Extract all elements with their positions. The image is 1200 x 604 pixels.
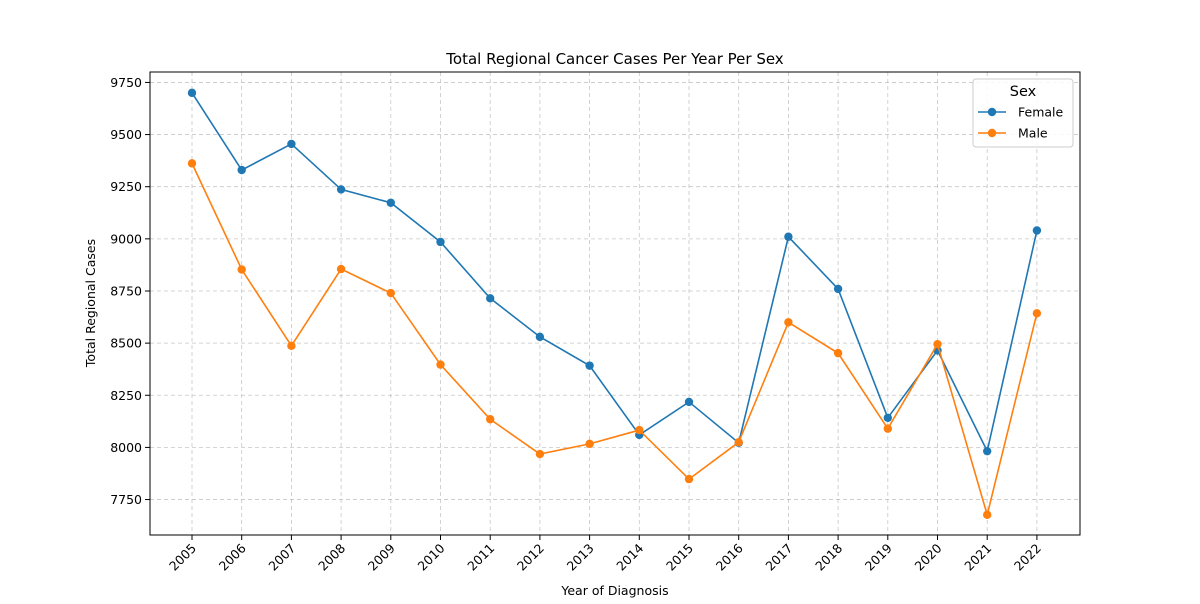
series-line-male <box>191 163 1038 518</box>
legend-marker-male <box>987 128 997 138</box>
data-point-male <box>585 439 594 449</box>
x-tick-label: 2010 <box>415 540 448 573</box>
plot-area-frame <box>149 71 1081 536</box>
grid-layer <box>150 72 1080 535</box>
data-point-female <box>883 413 892 422</box>
data-point-male <box>535 449 545 459</box>
data-point-male <box>1032 309 1042 318</box>
data-point-male <box>486 415 495 424</box>
x-tick-label: 2009 <box>365 540 398 573</box>
data-point-male <box>635 425 644 435</box>
legend-label-male: Male <box>1018 126 1048 141</box>
data-point-male <box>287 341 296 351</box>
x-tick-label: 2008 <box>315 540 348 573</box>
series-layer <box>187 88 1042 519</box>
x-tick-label: 2018 <box>812 540 845 573</box>
x-tick-label: 2021 <box>961 541 994 574</box>
y-tick-label: 9250 <box>110 179 142 194</box>
chart-title: Total Regional Cancer Cases Per Year Per… <box>445 50 784 68</box>
x-tick-label: 2022 <box>1011 541 1044 574</box>
y-axis-ticks: 7750 8000 8250 8500 8750 9000 9250 9500 9750 <box>110 75 150 507</box>
legend-entry-male: Male <box>978 126 1048 141</box>
x-tick-label: 2015 <box>663 541 696 574</box>
data-point-female <box>187 88 197 98</box>
x-tick-label: 2016 <box>713 540 746 573</box>
x-axis-ticks: 2005 2006 2007 2008 2009 2010 2011 2012 2013 2014… <box>166 535 1044 574</box>
data-point-male <box>684 474 694 484</box>
data-point-male <box>436 360 445 369</box>
data-point-female <box>833 284 843 294</box>
x-tick-label: 2017 <box>762 541 795 574</box>
y-tick-label: 8000 <box>110 440 142 455</box>
data-point-male <box>983 510 992 519</box>
data-point-female <box>585 361 594 370</box>
data-point-female <box>535 332 545 342</box>
legend-entry-female: Female <box>978 105 1064 120</box>
legend-entries: Female Male <box>978 105 1064 141</box>
y-tick-label: 8750 <box>110 283 142 298</box>
data-point-female <box>287 139 296 149</box>
data-point-female <box>386 198 395 207</box>
x-axis-label: Year of Diagnosis <box>560 583 668 598</box>
data-point-female <box>436 237 445 247</box>
data-point-male <box>784 318 793 327</box>
data-point-male <box>933 339 942 349</box>
y-tick-label: 9500 <box>110 127 142 142</box>
legend-label-female: Female <box>1018 105 1064 120</box>
data-point-male <box>734 437 743 447</box>
x-tick-label: 2020 <box>912 540 945 573</box>
x-tick-label: 2012 <box>514 541 547 574</box>
data-point-male <box>883 424 892 433</box>
legend-title: Sex <box>1010 84 1037 100</box>
y-axis-label: Total Regional Cases <box>83 239 98 368</box>
data-point-female <box>486 294 495 303</box>
y-tick-label: 7750 <box>110 492 142 507</box>
data-point-male <box>187 159 197 168</box>
x-tick-label: 2013 <box>564 541 597 574</box>
data-point-male <box>237 265 246 274</box>
x-tick-label: 2006 <box>216 540 249 573</box>
series-female <box>187 88 1042 456</box>
data-point-male <box>833 348 843 358</box>
data-point-female <box>983 446 992 456</box>
x-tick-label: 2007 <box>265 541 298 574</box>
data-point-female <box>684 397 694 407</box>
y-tick-label: 9750 <box>110 75 142 90</box>
series-male <box>187 159 1042 519</box>
series-line-female <box>191 92 1038 454</box>
legend-marker-female <box>987 107 997 117</box>
data-point-female <box>784 232 793 241</box>
x-tick-label: 2005 <box>166 541 199 574</box>
y-tick-label: 8500 <box>110 336 142 351</box>
legend: Sex Female Male <box>972 78 1074 148</box>
x-tick-label: 2011 <box>464 541 497 574</box>
x-tick-label: 2014 <box>613 540 646 573</box>
x-tick-label: 2019 <box>862 540 895 573</box>
data-point-male <box>386 288 395 298</box>
data-point-female <box>336 185 346 194</box>
y-tick-label: 9000 <box>110 231 142 246</box>
data-point-male <box>336 264 346 274</box>
legend-box <box>972 78 1074 148</box>
data-point-female <box>1032 226 1042 235</box>
y-tick-label: 8250 <box>110 388 142 403</box>
data-point-female <box>237 165 246 175</box>
